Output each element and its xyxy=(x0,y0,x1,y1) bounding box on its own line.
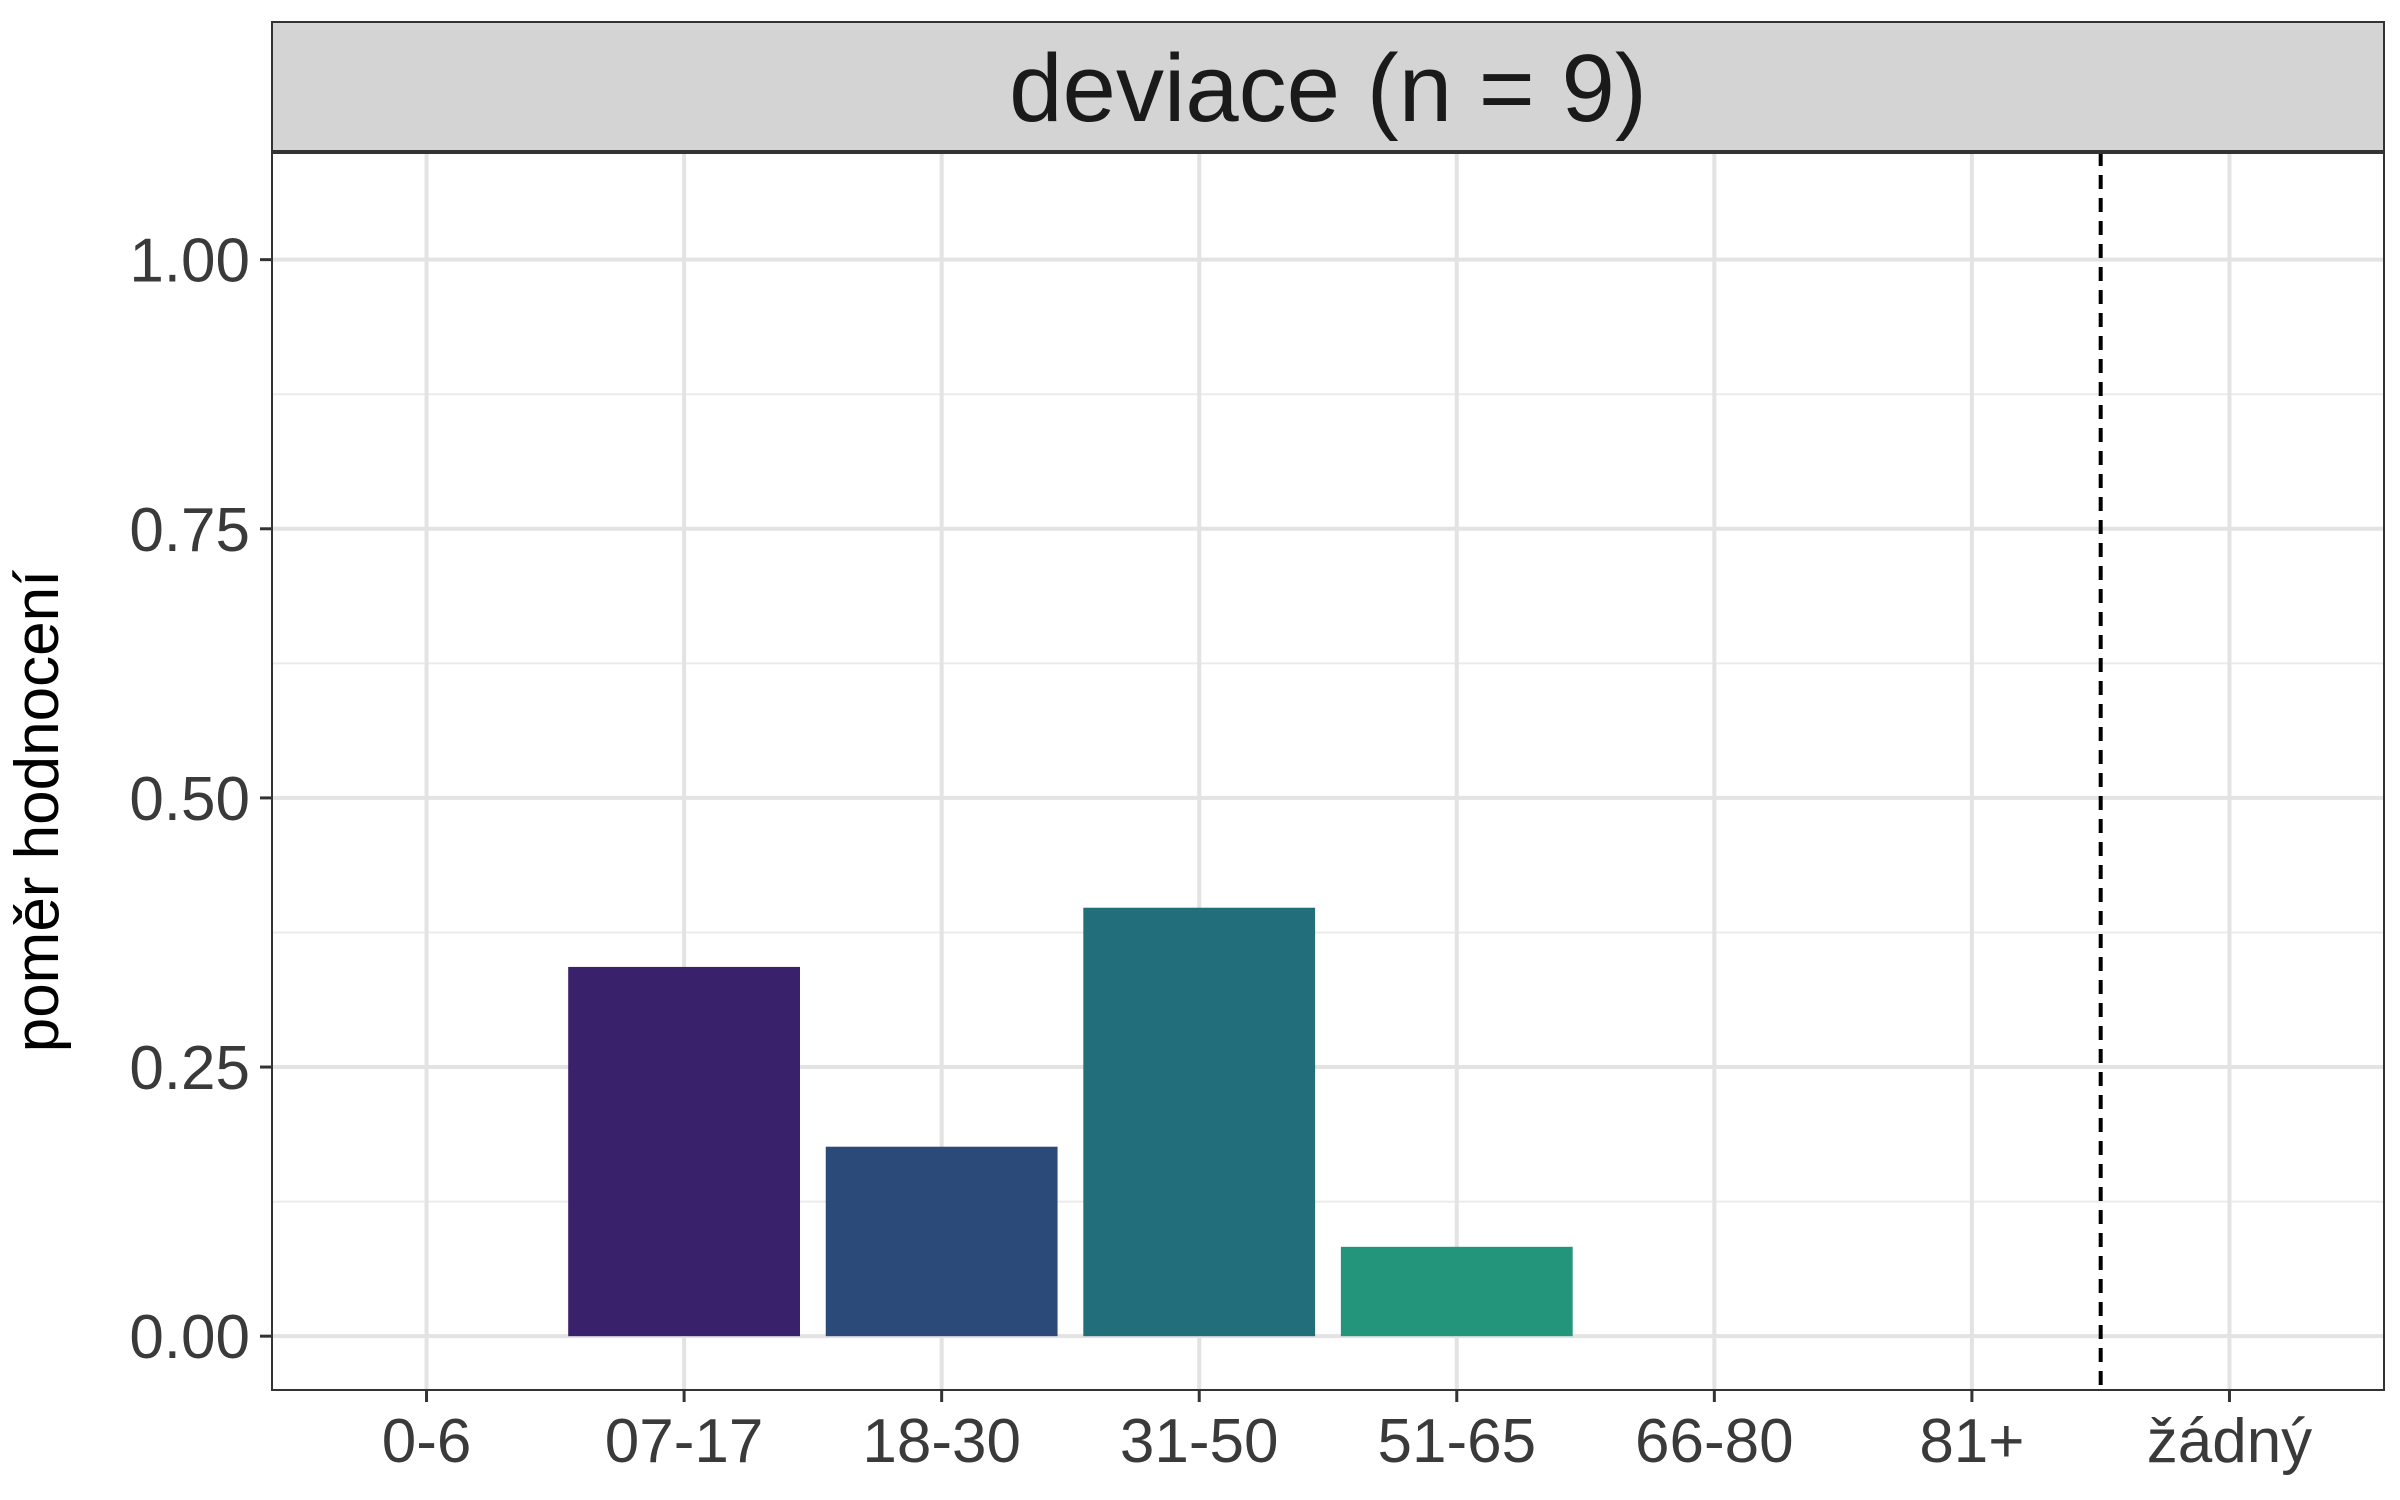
x-tick-label: 66-80 xyxy=(1635,1407,1794,1476)
bar-07-17 xyxy=(568,966,800,1337)
x-tick-label: žádný xyxy=(2147,1407,2312,1476)
y-tick-label: 0.50 xyxy=(129,765,250,834)
x-tick-label: 07-17 xyxy=(605,1407,764,1476)
x-tick-label: 18-30 xyxy=(862,1407,1021,1476)
bar-18-30 xyxy=(825,1146,1058,1337)
facet-title: deviace (n = 9) xyxy=(1009,35,1647,142)
y-axis-title: poměr hodnocení xyxy=(3,570,72,1053)
bars xyxy=(568,907,1573,1337)
x-tick-label: 0-6 xyxy=(382,1407,472,1476)
minor-gridlines xyxy=(272,393,2384,1203)
y-tick-label: 0.00 xyxy=(129,1303,250,1372)
y-tick-label: 0.75 xyxy=(129,496,250,565)
x-tick-label: 31-50 xyxy=(1120,1407,1279,1476)
facet-strip xyxy=(271,21,2385,153)
y-tick-label: 1.00 xyxy=(129,227,250,296)
bar-31-50 xyxy=(1083,907,1316,1337)
x-tick-label: 81+ xyxy=(1919,1407,2024,1476)
bar-51-65 xyxy=(1340,1246,1573,1337)
y-axis-ticks: 0.00 0.25 0.50 0.75 1.00 xyxy=(129,227,272,1372)
x-axis-ticks: 0-6 07-17 18-30 31-50 51-65 66-80 81+ žádný xyxy=(382,1390,2312,1476)
x-tick-label: 51-65 xyxy=(1377,1407,1536,1476)
y-tick-label: 0.25 xyxy=(129,1034,250,1103)
